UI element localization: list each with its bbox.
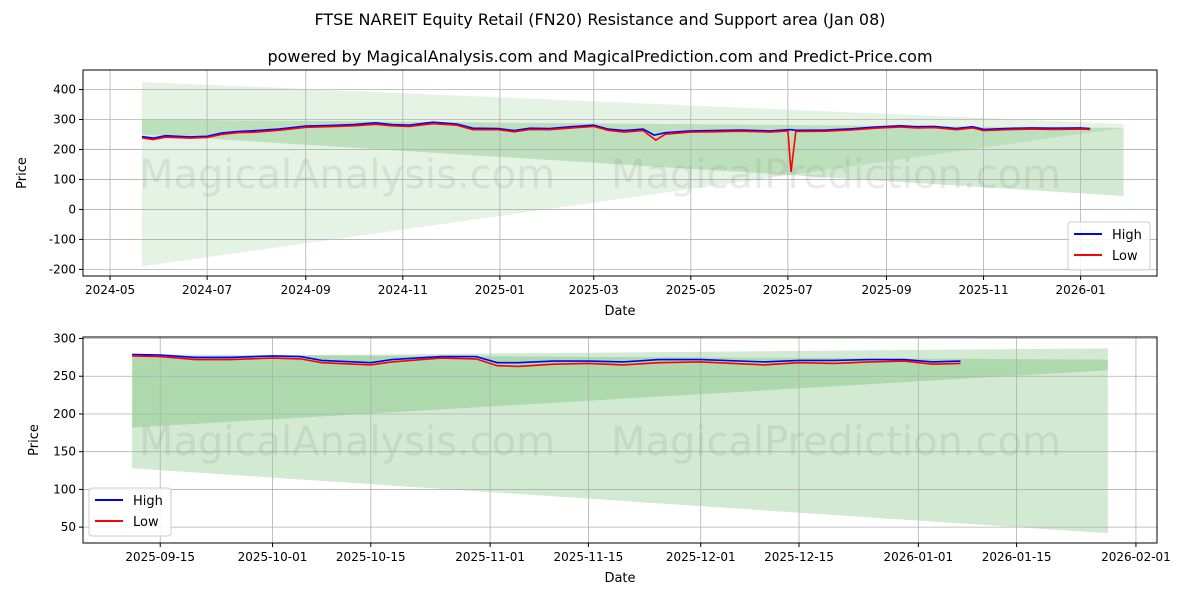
x-tick-label: 2025-03 xyxy=(569,283,619,297)
x-tick-label: 2025-12-15 xyxy=(764,550,834,564)
x-axis-label: Date xyxy=(604,304,635,319)
x-tick-label: 2024-09 xyxy=(281,283,331,297)
y-tick-label: -100 xyxy=(49,232,76,246)
watermark: MagicalPrediction.com xyxy=(611,419,1061,465)
chart-2: 2025-09-15 2025-10-01 2025-10-15 2025-11-01… xyxy=(27,332,1171,586)
x-tick-label: 2025-11-01 xyxy=(455,550,525,564)
y-tick-label: 200 xyxy=(53,142,76,156)
legend-label-high: High xyxy=(1112,228,1142,243)
watermark: MagicalPrediction.com xyxy=(611,152,1061,198)
y-tick-label: 50 xyxy=(61,520,76,534)
y-tick-label: 0 xyxy=(68,202,76,216)
plot-frame xyxy=(82,336,1158,544)
x-axis-label: Date xyxy=(604,571,635,586)
series-low-line xyxy=(132,355,961,368)
series-high-line xyxy=(141,121,1091,139)
y-tick-label: 150 xyxy=(53,445,76,459)
chart-1: 2024-05 2024-07 2024-09 2024-11 2025-01 2025-… xyxy=(15,69,1158,319)
plot-frame xyxy=(82,69,1158,277)
x-tick-label: 2026-01-15 xyxy=(982,550,1052,564)
y-tick-label: 400 xyxy=(53,82,76,96)
y-tick-label: 300 xyxy=(53,332,76,346)
watermark: MagicalAnalysis.com xyxy=(139,152,555,198)
x-tick-label: 2025-01 xyxy=(475,283,525,297)
series-low-line xyxy=(141,122,1091,173)
x-tick-label: 2025-11-15 xyxy=(554,550,624,564)
x-tick-label: 2024-07 xyxy=(182,283,232,297)
x-tick-label: 2026-01-01 xyxy=(883,550,953,564)
series-high-line xyxy=(132,353,961,364)
legend-label-low: Low xyxy=(1112,249,1138,264)
y-tick-label: -200 xyxy=(49,262,76,276)
x-tick-label: 2025-07 xyxy=(763,283,813,297)
x-tick-label: 2024-05 xyxy=(85,283,135,297)
legend-label-high: High xyxy=(133,494,163,509)
x-tick-label: 2026-02-01 xyxy=(1101,550,1171,564)
y-tick-label: 100 xyxy=(53,172,76,186)
x-tick-label: 2026-01 xyxy=(1056,283,1106,297)
watermark: MagicalAnalysis.com xyxy=(139,419,555,465)
chart-subtitle: powered by MagicalAnalysis.com and Magic… xyxy=(267,47,933,66)
x-tick-label: 2025-10-01 xyxy=(238,550,308,564)
x-tick-label: 2024-11 xyxy=(378,283,428,297)
support-resistance-band xyxy=(132,354,1108,534)
chart-title: FTSE NAREIT Equity Retail (FN20) Resista… xyxy=(314,10,886,29)
y-axis-label: Price xyxy=(27,424,42,456)
y-tick-label: 250 xyxy=(53,369,76,383)
y-tick-label: 300 xyxy=(53,112,76,126)
y-axis-label: Price xyxy=(15,157,30,189)
x-tick-label: 2025-12-01 xyxy=(666,550,736,564)
legend-label-low: Low xyxy=(133,515,159,530)
x-tick-label: 2025-10-15 xyxy=(336,550,406,564)
support-resistance-band xyxy=(141,119,1124,196)
x-tick-label: 2025-05 xyxy=(666,283,716,297)
support-resistance-band xyxy=(132,348,1108,428)
y-tick-label: 200 xyxy=(53,407,76,421)
y-tick-label: 100 xyxy=(53,482,76,496)
x-tick-label: 2025-09-15 xyxy=(125,550,195,564)
x-tick-label: 2025-09 xyxy=(861,283,911,297)
x-tick-label: 2025-11 xyxy=(958,283,1008,297)
